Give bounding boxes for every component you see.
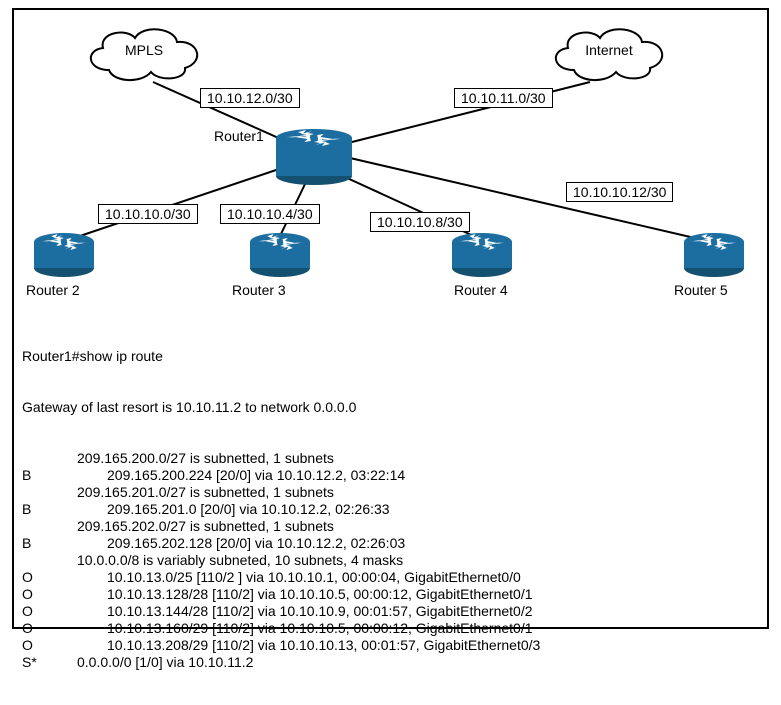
- subnet-label: 10.10.10.12/30: [566, 182, 673, 202]
- route-line: 209.165.201.0/27 is subnetted, 1 subnets: [22, 484, 762, 501]
- cli-gateway: Gateway of last resort is 10.10.11.2 to …: [22, 399, 762, 416]
- router-3: [248, 232, 312, 278]
- router-2: [32, 232, 96, 278]
- route-line: O10.10.13.160/29 [110/2] via 10.10.10.5,…: [22, 620, 762, 637]
- router-2-label: Router 2: [26, 282, 80, 298]
- router-4-label: Router 4: [454, 282, 508, 298]
- router-5: [682, 232, 746, 278]
- route-line: O10.10.13.208/29 [110/2] via 10.10.10.13…: [22, 637, 762, 654]
- cloud-internet-label: Internet: [544, 42, 674, 58]
- subnet-label: 10.10.11.0/30: [454, 88, 553, 108]
- cloud-internet: Internet: [544, 22, 674, 84]
- route-line: 10.0.0.0/8 is variably subneted, 10 subn…: [22, 552, 762, 569]
- router-5-label: Router 5: [674, 282, 728, 298]
- route-line: B209.165.200.224 [20/0] via 10.10.12.2, …: [22, 467, 762, 484]
- route-line: 209.165.202.0/27 is subnetted, 1 subnets: [22, 518, 762, 535]
- subnet-label: 10.10.10.0/30: [98, 204, 198, 224]
- router-4: [450, 232, 514, 278]
- route-line: 209.165.200.0/27 is subnetted, 1 subnets: [22, 450, 762, 467]
- router-1: [274, 128, 354, 186]
- subnet-label: 10.10.10.4/30: [220, 204, 320, 224]
- route-line: O10.10.13.0/25 [110/2 ] via 10.10.10.1, …: [22, 569, 762, 586]
- cli-prompt: Router1#show ip route: [22, 348, 762, 365]
- route-line: B209.165.201.0 [20/0] via 10.10.12.2, 02…: [22, 501, 762, 518]
- cloud-mpls-label: MPLS: [79, 42, 209, 58]
- subnet-label: 10.10.10.8/30: [370, 212, 470, 232]
- cli-output: Router1#show ip route Gateway of last re…: [22, 314, 762, 705]
- route-line: O10.10.13.128/28 [110/2] via 10.10.10.5,…: [22, 586, 762, 603]
- router-3-label: Router 3: [232, 282, 286, 298]
- figure-frame: MPLS Internet Router1: [12, 8, 769, 629]
- router-1-label: Router1: [214, 128, 264, 144]
- network-diagram: MPLS Internet Router1: [14, 10, 767, 308]
- route-line: B209.165.202.128 [20/0] via 10.10.12.2, …: [22, 535, 762, 552]
- cloud-mpls: MPLS: [79, 22, 209, 84]
- route-line: O10.10.13.144/28 [110/2] via 10.10.10.9,…: [22, 603, 762, 620]
- subnet-label: 10.10.12.0/30: [200, 88, 300, 108]
- route-line: S*0.0.0.0/0 [1/0] via 10.10.11.2: [22, 654, 762, 671]
